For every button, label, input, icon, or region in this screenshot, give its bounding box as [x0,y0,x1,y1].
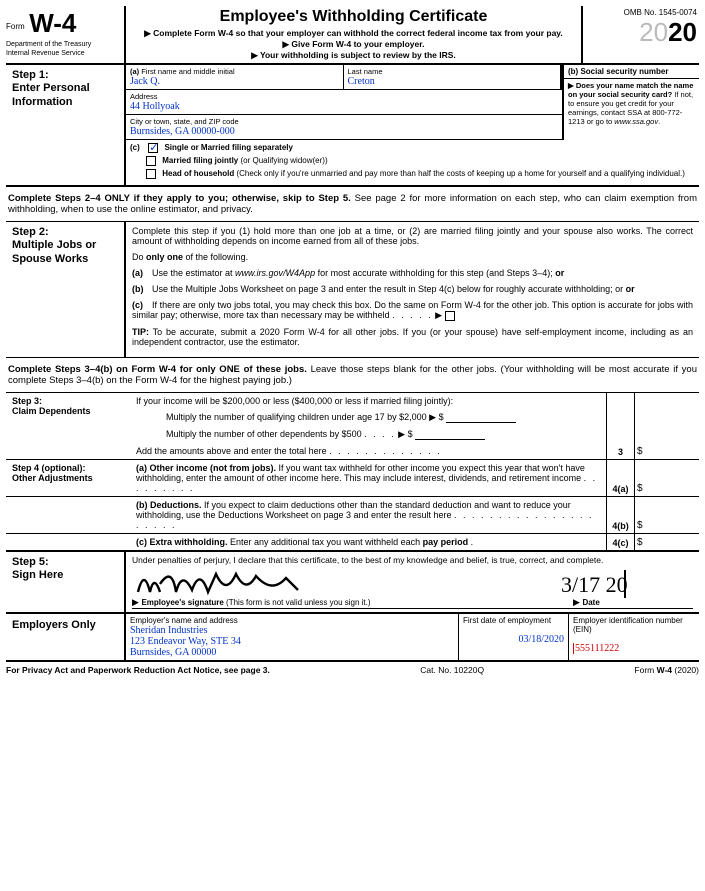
intro-steps-3-4b: Complete Steps 3–4(b) on Form W-4 for on… [6,358,699,392]
address-value: 44 Hollyoak [130,101,180,112]
children-amount[interactable] [446,413,516,423]
step4a-amount[interactable]: $ [635,460,699,496]
checkbox-hoh[interactable] [146,169,156,179]
city-value: Burnsides, GA 00000-000 [130,126,235,137]
omb-number: OMB No. 1545-0074 [589,8,697,17]
last-name-value: Creton [348,76,375,87]
form-year: 2020 [589,17,697,48]
header-center: Employee's Withholding Certificate ▶ Com… [126,6,581,63]
signature-area: Under penalties of perjury, I declare th… [126,552,699,612]
dependents-amount[interactable] [415,430,485,440]
filing-status-row: (c) Single or Married filing separately … [126,140,699,185]
signature-icon [136,564,336,600]
step3-number: 3 [607,393,635,459]
step4c-amount[interactable]: $ [635,534,699,550]
step4a-row: Step 4 (optional):Other Adjustments (a) … [6,460,699,497]
ein-value: 555111222 [573,643,619,654]
step4b-number: 4(b) [607,497,635,533]
step2-row: Step 2: Multiple Jobs or Spouse Works Co… [6,221,699,358]
employer-name-cell[interactable]: Employer's name and address Sheridan Ind… [126,614,459,660]
ein-cell[interactable]: Employer identification number (EIN) 555… [569,614,699,660]
step3-row: Step 3:Claim Dependents If your income w… [6,392,699,460]
dept-line2: Internal Revenue Service [6,50,120,57]
first-name-cell[interactable]: (a) First name and middle initial Jack Q… [126,65,344,89]
employer-row: Employers Only Employer's name and addre… [6,614,699,662]
step5-row: Step 5: Sign Here Under penalties of per… [6,550,699,614]
form-name: W-4 [29,8,76,39]
step3-calc: Step 3:Claim Dependents If your income w… [6,393,607,459]
step5-label: Step 5: Sign Here [6,552,126,612]
intro-steps-2-4: Complete Steps 2–4 ONLY if they apply to… [6,187,699,221]
checkbox-two-jobs[interactable] [445,311,455,321]
form-prefix: Form [6,22,25,31]
header-sub3: ▶ Your withholding is subject to review … [132,50,575,61]
step4a-number: 4(a) [607,460,635,496]
svg-text:3/17 20: 3/17 20 [561,572,628,597]
city-cell[interactable]: City or town, state, and ZIP code Burnsi… [126,115,562,140]
form-header: Form W-4 Department of the Treasury Inte… [6,6,699,65]
ssn-column: (b) Social security number ▶ Does your n… [564,65,699,140]
step3-amount[interactable]: $ [635,393,699,459]
checkbox-mfj[interactable] [146,156,156,166]
first-date-cell[interactable]: First date of employment 03/18/2020 [459,614,569,660]
form-title: Employee's Withholding Certificate [132,8,575,26]
header-sub2: ▶ Give Form W-4 to your employer. [132,39,575,50]
header-sub1: ▶ Complete Form W-4 so that your employe… [132,28,575,39]
step4b-row: (b) Deductions. If you expect to claim d… [6,497,699,534]
checkbox-single[interactable] [148,143,158,153]
ssn-cell[interactable]: (b) Social security number [564,65,699,79]
first-name-value: Jack Q. [130,76,160,87]
ssn-note: ▶ Does your name match the name on your … [564,79,699,128]
footer: For Privacy Act and Paperwork Reduction … [6,662,699,675]
address-cell[interactable]: Address 44 Hollyoak [126,90,562,115]
header-left: Form W-4 Department of the Treasury Inte… [6,6,126,63]
last-name-cell[interactable]: Last name Creton [344,65,563,89]
date-handwritten: 3/17 20 [561,568,671,600]
step2-label: Step 2: Multiple Jobs or Spouse Works [6,222,126,357]
step1-label: Step 1: Enter Personal Information [6,65,126,185]
header-right: OMB No. 1545-0074 2020 [581,6,699,63]
step1-row: Step 1: Enter Personal Information (a) F… [6,65,699,187]
step4c-row: (c) Extra withholding. Enter any additio… [6,534,699,550]
step1-body: (a) First name and middle initial Jack Q… [126,65,699,185]
step2-body: Complete this step if you (1) hold more … [126,222,699,357]
step4b-amount[interactable]: $ [635,497,699,533]
step4c-number: 4(c) [607,534,635,550]
dept-line1: Department of the Treasury [6,41,120,48]
employer-label: Employers Only [6,614,126,660]
